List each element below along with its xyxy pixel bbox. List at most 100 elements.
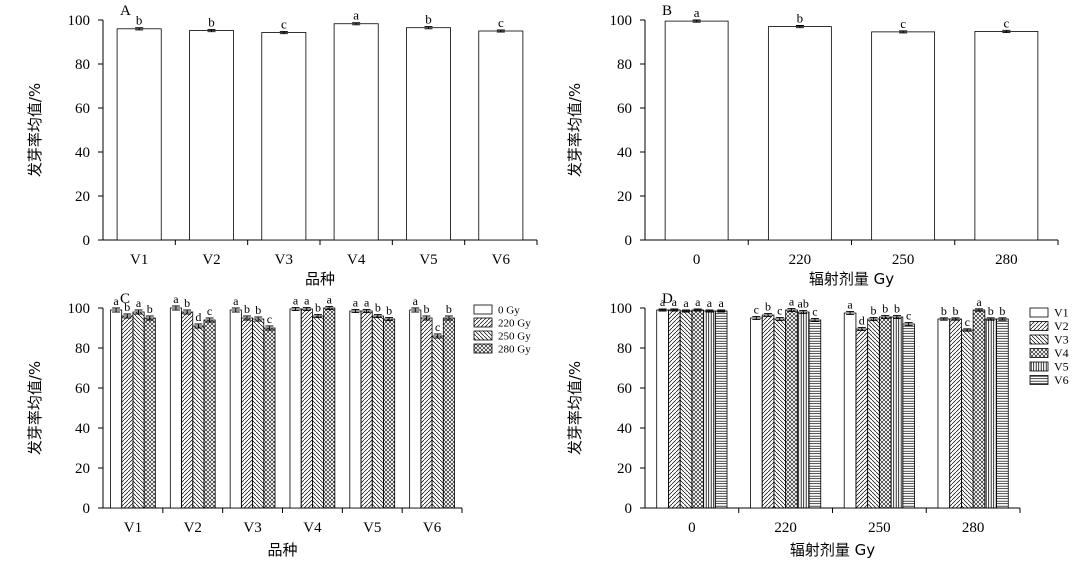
y-tick-label: 100 [68, 301, 91, 317]
y-tick-label: 20 [75, 461, 90, 477]
x-tick-label: V1 [124, 520, 142, 536]
y-tick-label: 60 [75, 101, 90, 117]
y-tick-label: 80 [617, 57, 632, 73]
bar-280-gy-v5 [383, 318, 396, 509]
bar-v4-220 [785, 309, 798, 509]
legend-label: V1 [1054, 306, 1069, 320]
error-bar [207, 29, 216, 33]
x-tick-label: 0 [688, 520, 696, 536]
significance-letter: b [871, 303, 877, 317]
bar-220-gy-v2 [181, 311, 194, 509]
legend-swatch-v4 [1029, 348, 1049, 358]
bar-280-gy-v2 [203, 319, 216, 509]
bar-v2 [189, 30, 234, 241]
legend-label: V3 [1054, 333, 1069, 347]
error-bar [362, 308, 371, 314]
significance-letter: a [353, 8, 359, 23]
error-bar [243, 315, 251, 321]
y-tick-label: 0 [83, 501, 91, 517]
significance-letter: b [255, 303, 261, 317]
y-tick-label: 0 [83, 233, 91, 249]
bar-v4-280 [972, 309, 986, 509]
x-tick-label: V2 [184, 520, 202, 536]
bar-v6 [478, 30, 524, 241]
error-bar [974, 308, 983, 312]
significance-letter: c [281, 16, 287, 31]
bar-v4-250 [878, 316, 892, 509]
error-bar [385, 316, 394, 322]
bar-v2-220 [761, 314, 775, 509]
error-bar [422, 315, 431, 321]
error-bar [810, 317, 819, 323]
bar-0-gy-v4 [289, 308, 302, 509]
bar-250 [871, 31, 936, 241]
error-bar [112, 307, 121, 313]
significance-letter: c [267, 312, 272, 326]
significance-letter: a [353, 295, 359, 309]
significance-letter: a [327, 292, 333, 306]
significance-letter: b [797, 11, 804, 26]
bar-280-gy-v4 [323, 307, 336, 509]
significance-letter: c [207, 304, 212, 318]
bar-v4-0 [691, 309, 704, 509]
significance-letter: c [900, 16, 906, 31]
y-tick-label: 20 [75, 189, 90, 205]
y-tick-label: 80 [75, 341, 90, 357]
error-bar [658, 308, 667, 312]
error-bar [881, 314, 890, 320]
error-bar [373, 313, 382, 319]
error-bar [752, 315, 761, 321]
error-bar [904, 321, 913, 327]
y-tick-label: 80 [617, 341, 632, 357]
bar-v5-0 [703, 310, 716, 509]
y-tick-label: 40 [617, 145, 632, 161]
bar-v6-280 [996, 318, 1009, 509]
significance-letter: c [754, 302, 759, 316]
y-tick-label: 40 [75, 421, 90, 437]
error-bar [670, 308, 679, 312]
error-bar [145, 315, 154, 321]
legend-label: 220 Gy [498, 318, 531, 330]
error-bar [693, 308, 702, 312]
bar-v3-250 [867, 318, 880, 509]
significance-letter: a [707, 296, 713, 310]
bar-v6-0 [714, 310, 728, 509]
y-tick-label: 20 [617, 461, 632, 477]
significance-letter: c [498, 15, 504, 30]
significance-letter: d [859, 313, 865, 327]
error-bar [799, 309, 808, 315]
significance-letter: b [882, 301, 888, 315]
x-tick-label: 0 [693, 252, 701, 268]
significance-letter: c [435, 320, 440, 334]
significance-letter: b [423, 302, 429, 316]
panel-letter: B [662, 3, 672, 19]
y-tick-label: 60 [617, 381, 632, 397]
x-tick-label: V5 [363, 520, 381, 536]
legend-swatch-250-gy [473, 330, 493, 341]
error-bar [444, 315, 453, 321]
legend-label: V2 [1054, 319, 1069, 333]
error-bar [951, 317, 960, 321]
bar-220-gy-v5 [360, 310, 373, 509]
bar-v6-250 [902, 323, 915, 509]
error-bar [254, 316, 263, 322]
error-bar [134, 309, 143, 315]
x-tick-label: V4 [347, 252, 366, 268]
error-bar [846, 310, 855, 316]
significance-letter: a [695, 295, 701, 309]
significance-letter: b [953, 304, 959, 318]
significance-letter: b [375, 300, 381, 314]
error-bar [265, 325, 274, 331]
bar-v3-280 [961, 329, 974, 509]
error-bar [325, 305, 334, 311]
x-tick-label: 220 [774, 520, 797, 536]
significance-letter: b [999, 304, 1005, 318]
x-tick-label: V1 [130, 252, 148, 268]
error-bar [787, 307, 796, 313]
bar-v5-220 [796, 311, 810, 509]
error-bar [194, 323, 203, 329]
bar-v2-280 [949, 318, 962, 509]
error-bar [496, 29, 505, 33]
legend-label: V6 [1054, 373, 1069, 387]
